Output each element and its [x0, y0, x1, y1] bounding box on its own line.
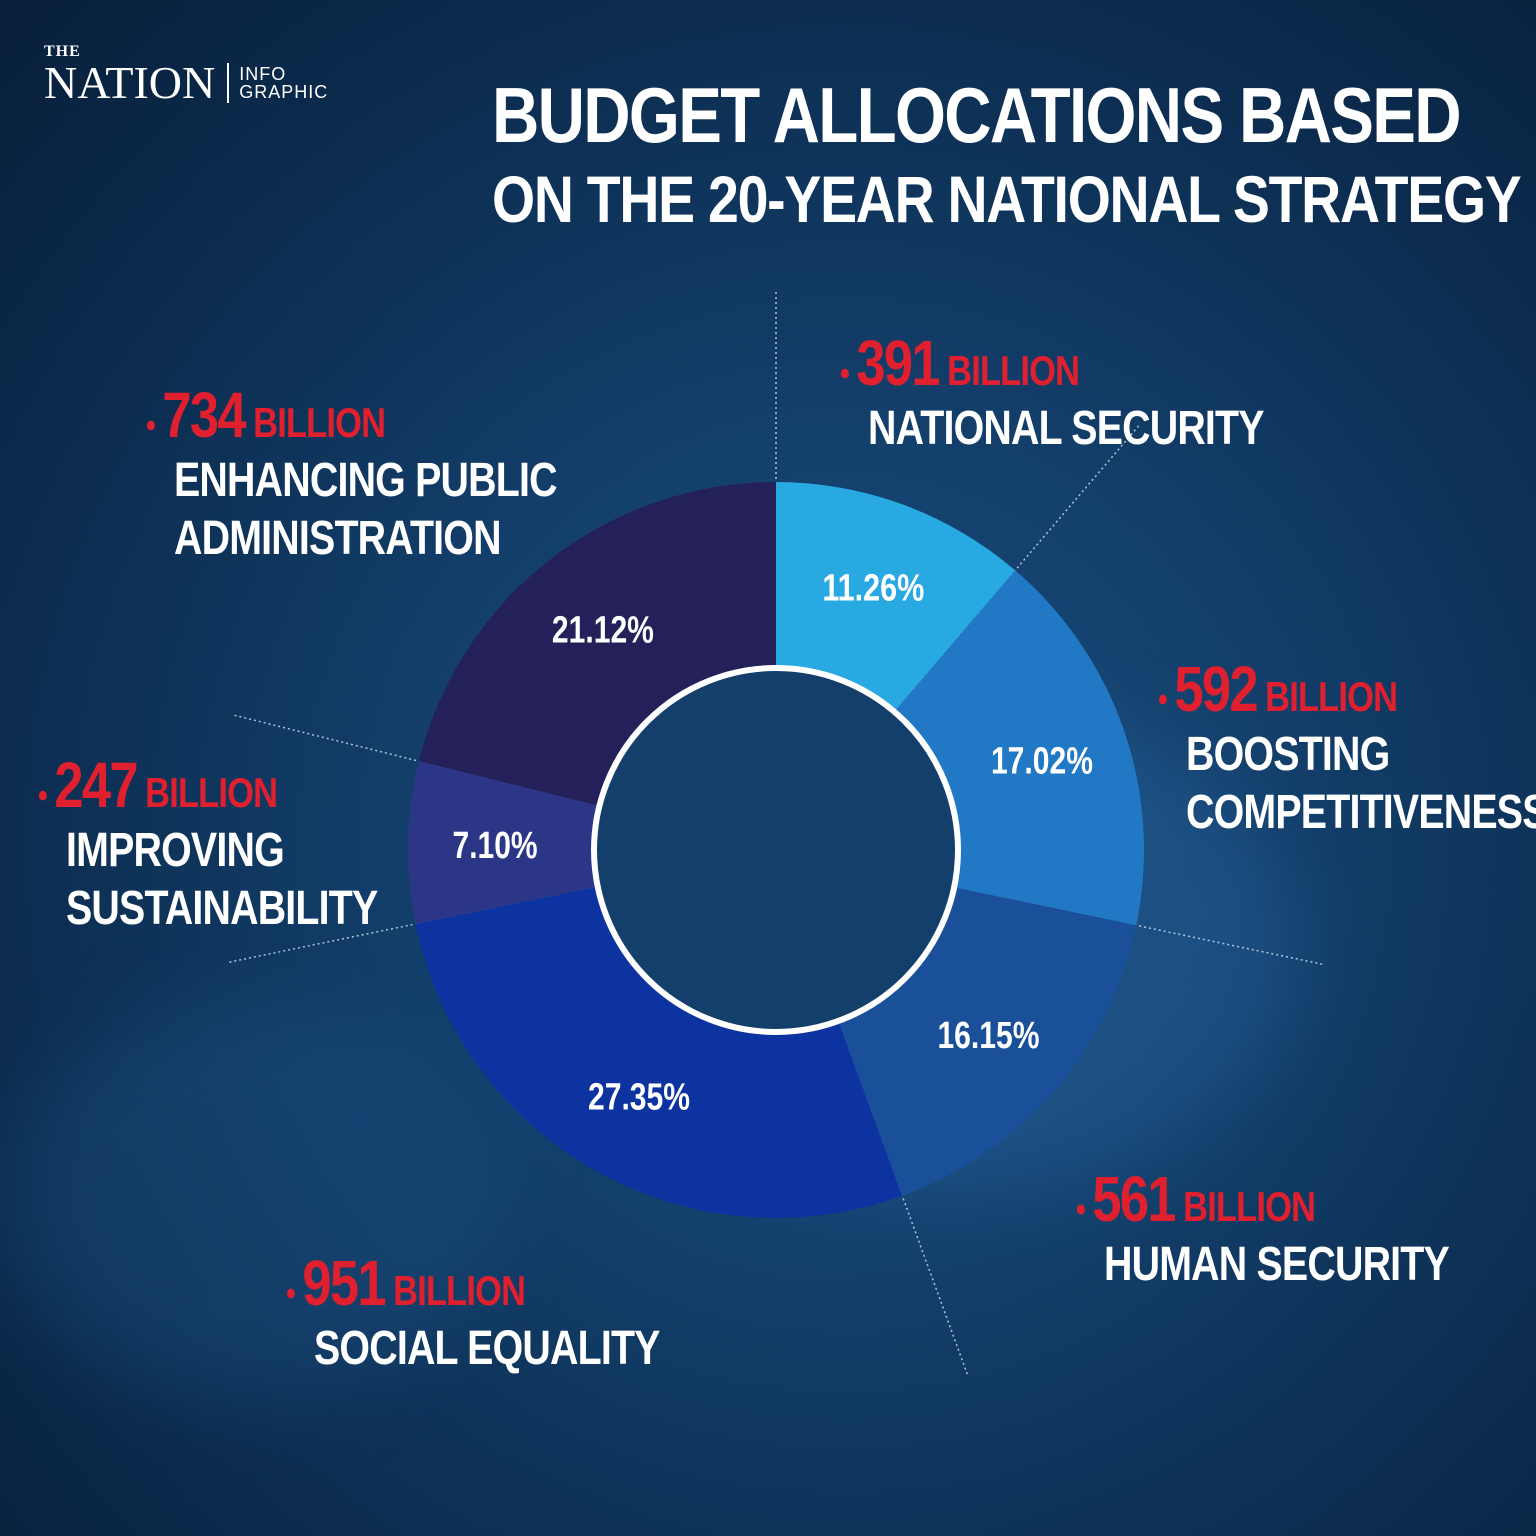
amount-value: 247 — [54, 749, 138, 821]
brand-the: THE — [44, 43, 81, 60]
leader-lines — [227, 290, 1325, 1377]
category-line1: SOCIAL EQUALITY — [314, 1322, 660, 1375]
amount-value: 734 — [162, 379, 246, 451]
label-national-security: • 391 BILLION NATIONAL SECURITY — [840, 326, 1351, 458]
percent-labels: 11.26% 17.02% 16.15% 27.35% 7.10% 21.12% — [453, 567, 1093, 1118]
amount-unit: BILLION — [1265, 673, 1398, 720]
amount-unit: BILLION — [393, 1267, 526, 1314]
page-title: BUDGET ALLOCATIONS BASED ON THE 20-YEAR … — [492, 76, 1536, 232]
bullet-dot: • — [146, 407, 156, 445]
percent-label: 16.15% — [937, 1015, 1039, 1057]
background-glow — [0, 1000, 500, 1400]
category-line1: IMPROVING — [66, 824, 285, 877]
brand-logo: THE NATION INFO GRAPHIC — [44, 44, 328, 106]
percent-label: 7.10% — [453, 825, 538, 867]
percent-label: 11.26% — [822, 567, 924, 609]
percent-label: 17.02% — [991, 740, 1093, 782]
amount-unit: BILLION — [145, 769, 278, 816]
category-line1: ENHANCING PUBLIC — [174, 454, 557, 507]
category-line1: BOOSTING — [1186, 728, 1390, 781]
bullet-dot: • — [1158, 681, 1168, 719]
label-human-security: • 561 BILLION HUMAN SECURITY — [1076, 1162, 1525, 1294]
amount-unit: BILLION — [253, 399, 386, 446]
leader-line — [957, 887, 1325, 966]
category-line2: COMPETITIVENESS — [1186, 786, 1536, 839]
donut-slice-enhancing-public-administration — [418, 482, 776, 807]
donut-slice-national-security — [776, 482, 1016, 712]
category-line2: ADMINISTRATION — [174, 512, 502, 565]
leader-line — [839, 1024, 969, 1377]
bullet-dot: • — [38, 777, 48, 815]
brand-name: NATION — [44, 57, 216, 108]
amount-value: 561 — [1092, 1163, 1176, 1235]
label-social-equality: • 951 BILLION SOCIAL EQUALITY — [286, 1246, 735, 1378]
amount-value: 592 — [1174, 653, 1258, 725]
brand-tag-line2: GRAPHIC — [239, 82, 329, 102]
label-sustainability: • 247 BILLION IMPROVING SUSTAINABILITY — [38, 748, 446, 938]
percent-label: 21.12% — [552, 610, 654, 652]
donut-slices — [408, 482, 1144, 1218]
percent-label: 27.35% — [588, 1076, 690, 1118]
bullet-dot: • — [1076, 1191, 1086, 1229]
donut-inner-ring — [591, 665, 961, 1035]
brand-divider — [227, 63, 230, 103]
leader-line — [896, 423, 1141, 710]
donut-slice-human-security — [838, 887, 1137, 1196]
amount-value: 951 — [302, 1247, 386, 1319]
amount-value: 391 — [856, 327, 940, 399]
leader-line — [232, 714, 596, 806]
bullet-dot: • — [840, 355, 850, 393]
category-line1: HUMAN SECURITY — [1104, 1238, 1450, 1291]
label-competitiveness: • 592 BILLION BOOSTING COMPETITIVENESS — [1158, 652, 1536, 842]
donut-slice-improving-sustainability — [408, 761, 600, 924]
title-line2: ON THE 20-YEAR NATIONAL STRATEGY — [492, 162, 1522, 236]
category-line1: NATIONAL SECURITY — [868, 402, 1265, 455]
brand-tag-line1: INFO — [239, 64, 287, 84]
title-line1: BUDGET ALLOCATIONS BASED — [492, 71, 1462, 159]
donut-slice-social-equality — [415, 886, 903, 1218]
donut-slice-boosting-competitiveness — [894, 570, 1144, 926]
label-public-administration: • 734 BILLION ENHANCING PUBLIC ADMINISTRAT… — [146, 378, 641, 568]
amount-unit: BILLION — [947, 347, 1080, 394]
leader-line — [227, 886, 594, 964]
amount-unit: BILLION — [1183, 1183, 1316, 1230]
bullet-dot: • — [286, 1275, 296, 1313]
category-line2: SUSTAINABILITY — [66, 882, 378, 935]
